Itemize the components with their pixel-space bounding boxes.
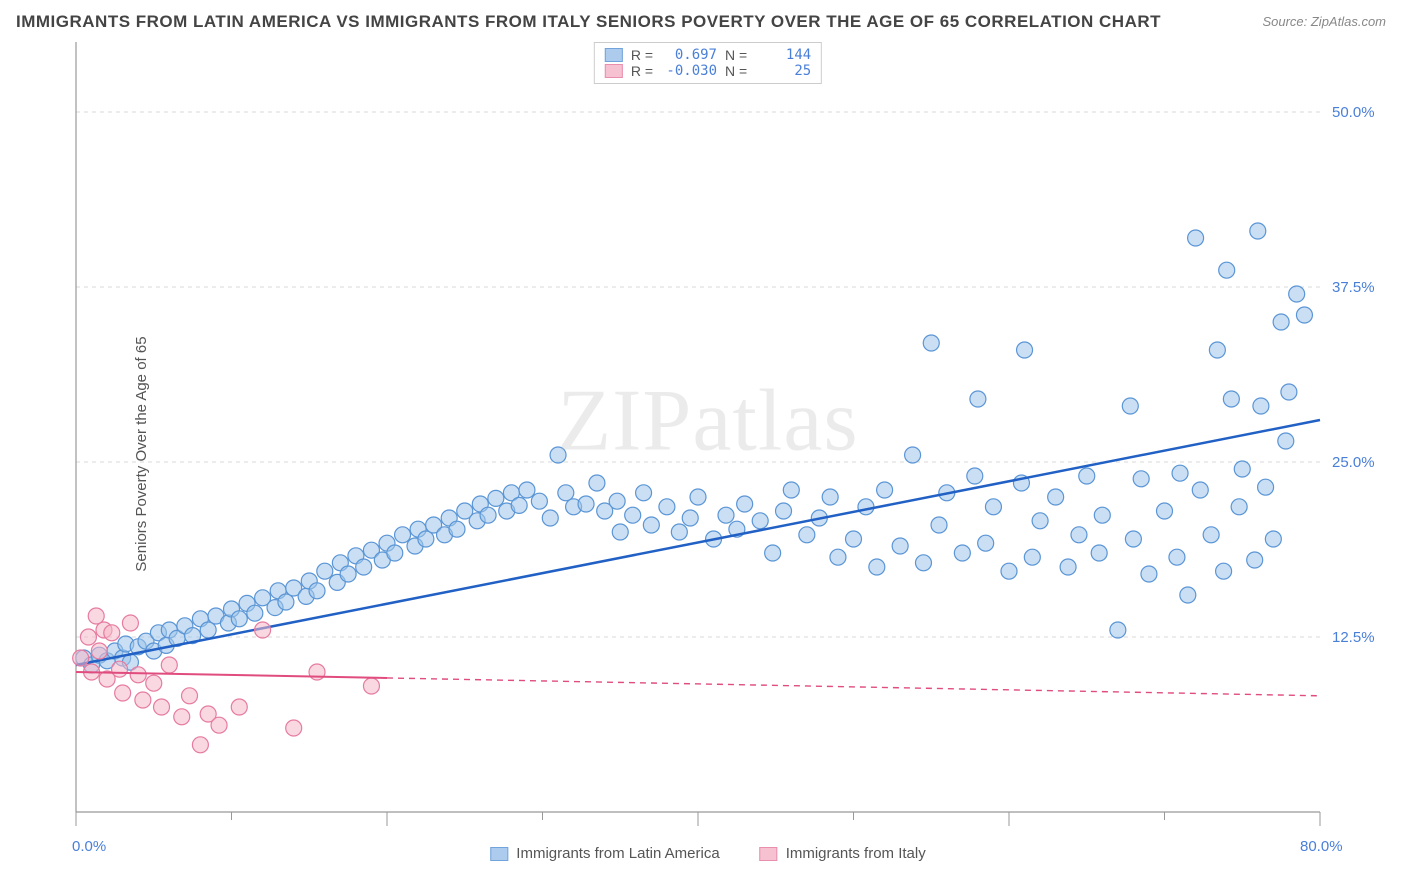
series2-swatch bbox=[605, 64, 623, 78]
bottom-legend: Immigrants from Latin America Immigrants… bbox=[490, 845, 925, 862]
correlation-legend: R = 0.697 N = 144 R = -0.030 N = 25 bbox=[594, 42, 822, 84]
source-attribution: Source: ZipAtlas.com bbox=[1262, 14, 1386, 29]
series1-swatch bbox=[605, 48, 623, 62]
y-axis-label: Seniors Poverty Over the Age of 65 bbox=[133, 336, 150, 571]
series2-n-value: 25 bbox=[755, 63, 811, 79]
series1-r-value: 0.697 bbox=[661, 47, 717, 63]
series2-r-value: -0.030 bbox=[661, 63, 717, 79]
svg-text:25.0%: 25.0% bbox=[1332, 454, 1375, 471]
chart-container: Seniors Poverty Over the Age of 65 ZIPat… bbox=[28, 40, 1388, 868]
svg-text:37.5%: 37.5% bbox=[1332, 279, 1375, 296]
series2-label: Immigrants from Italy bbox=[786, 845, 926, 862]
series1-label: Immigrants from Latin America bbox=[516, 845, 719, 862]
scatter-chart: 12.5% 25.0% 37.5% 50.0% bbox=[28, 40, 1388, 868]
x-axis-max-label: 80.0% bbox=[1300, 838, 1343, 855]
chart-title: IMMIGRANTS FROM LATIN AMERICA VS IMMIGRA… bbox=[16, 12, 1161, 32]
series1-swatch bbox=[490, 847, 508, 861]
x-axis-min-label: 0.0% bbox=[72, 838, 106, 855]
series1-n-value: 144 bbox=[755, 47, 811, 63]
svg-text:50.0%: 50.0% bbox=[1332, 104, 1375, 121]
series2-swatch bbox=[760, 847, 778, 861]
svg-text:12.5%: 12.5% bbox=[1332, 629, 1375, 646]
